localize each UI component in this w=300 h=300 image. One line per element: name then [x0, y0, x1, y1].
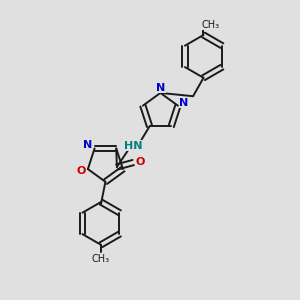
- Text: N: N: [156, 82, 165, 93]
- Text: O: O: [77, 166, 86, 176]
- Text: CH₃: CH₃: [202, 20, 220, 30]
- Text: N: N: [83, 140, 93, 150]
- Text: CH₃: CH₃: [92, 254, 110, 264]
- Text: N: N: [179, 98, 188, 108]
- Text: HN: HN: [124, 141, 142, 151]
- Text: O: O: [135, 157, 145, 167]
